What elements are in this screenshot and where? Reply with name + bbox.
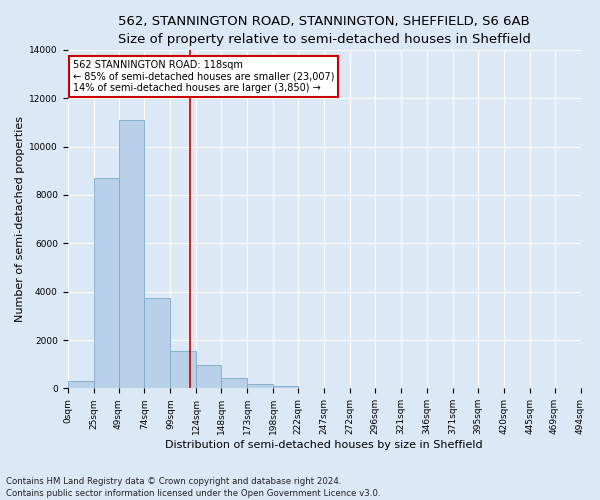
Text: Contains HM Land Registry data © Crown copyright and database right 2024.
Contai: Contains HM Land Registry data © Crown c… — [6, 476, 380, 498]
X-axis label: Distribution of semi-detached houses by size in Sheffield: Distribution of semi-detached houses by … — [165, 440, 483, 450]
Bar — [145, 298, 170, 388]
Bar — [196, 365, 221, 388]
Bar — [221, 378, 247, 388]
Bar — [273, 386, 298, 388]
Bar — [68, 380, 94, 388]
Y-axis label: Number of semi-detached properties: Number of semi-detached properties — [15, 116, 25, 322]
Title: 562, STANNINGTON ROAD, STANNINGTON, SHEFFIELD, S6 6AB
Size of property relative : 562, STANNINGTON ROAD, STANNINGTON, SHEF… — [118, 15, 530, 46]
Bar — [170, 351, 196, 389]
Bar — [247, 384, 273, 388]
Bar — [119, 120, 145, 388]
Text: 562 STANNINGTON ROAD: 118sqm
← 85% of semi-detached houses are smaller (23,007)
: 562 STANNINGTON ROAD: 118sqm ← 85% of se… — [73, 60, 334, 93]
Bar — [94, 178, 119, 388]
